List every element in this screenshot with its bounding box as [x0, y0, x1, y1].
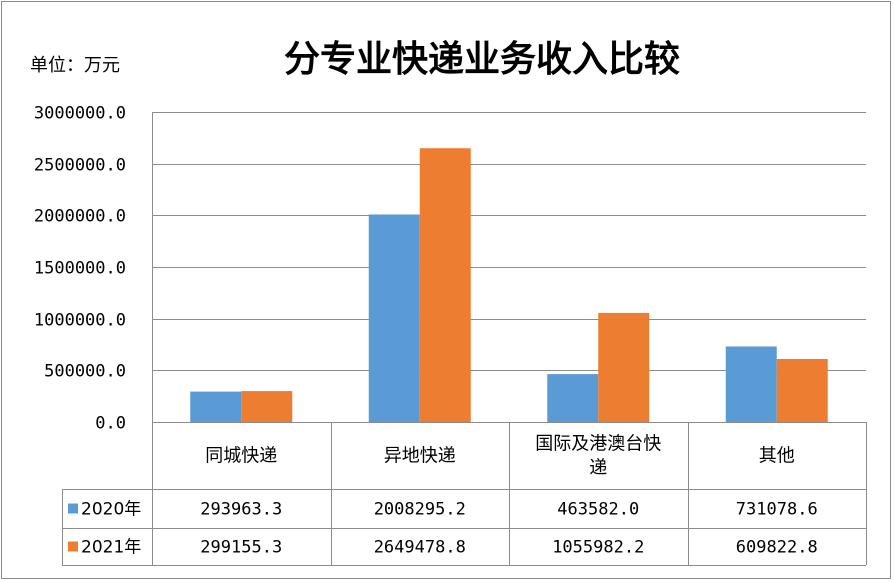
data-label: 2649478.8	[374, 538, 466, 558]
legend-swatch	[68, 541, 78, 552]
category-label: 异地快递	[384, 446, 456, 467]
category-label: 递	[589, 458, 607, 479]
bar-0-0	[190, 391, 242, 422]
y-tick-label: 500000.0	[44, 362, 126, 382]
data-label: 293963.3	[200, 500, 282, 520]
data-label: 299155.3	[200, 538, 282, 558]
bar-0-1	[241, 391, 293, 422]
gridlines	[152, 112, 866, 371]
axes: 0.0 500000.0 1000000.0 1500000.0 2000000.0 25…	[34, 104, 153, 565]
data-label: 609822.8	[736, 538, 818, 558]
bar-3-0	[725, 346, 777, 422]
bar-2-1	[598, 312, 650, 422]
category-label: 国际及港澳台快	[535, 434, 661, 455]
legend-label: 2021年	[81, 538, 141, 558]
data-label: 463582.0	[557, 500, 639, 520]
bar-3-1	[776, 358, 828, 422]
bars	[190, 148, 828, 422]
unit-label: 单位：万元	[30, 55, 120, 76]
chart-title: 分专业快递业务收入比较	[284, 39, 680, 80]
y-tick-label: 1500000.0	[34, 259, 126, 279]
legend-label: 2020年	[81, 500, 141, 520]
y-tick-label: 2000000.0	[34, 207, 126, 227]
category-label: 其他	[759, 446, 795, 467]
data-label: 2008295.2	[374, 500, 466, 520]
legend-swatch	[68, 503, 78, 514]
category-label: 同城快递	[205, 446, 277, 467]
bar-1-1	[419, 148, 471, 422]
bar-2-0	[547, 374, 599, 422]
data-label: 731078.6	[736, 500, 818, 520]
bar-1-0	[368, 214, 420, 422]
y-tick-label: 2500000.0	[34, 156, 126, 176]
y-tick-label: 0.0	[95, 414, 126, 434]
data-label: 1055982.2	[552, 538, 644, 558]
y-tick-label: 3000000.0	[34, 104, 126, 124]
y-tick-label: 1000000.0	[34, 311, 126, 331]
